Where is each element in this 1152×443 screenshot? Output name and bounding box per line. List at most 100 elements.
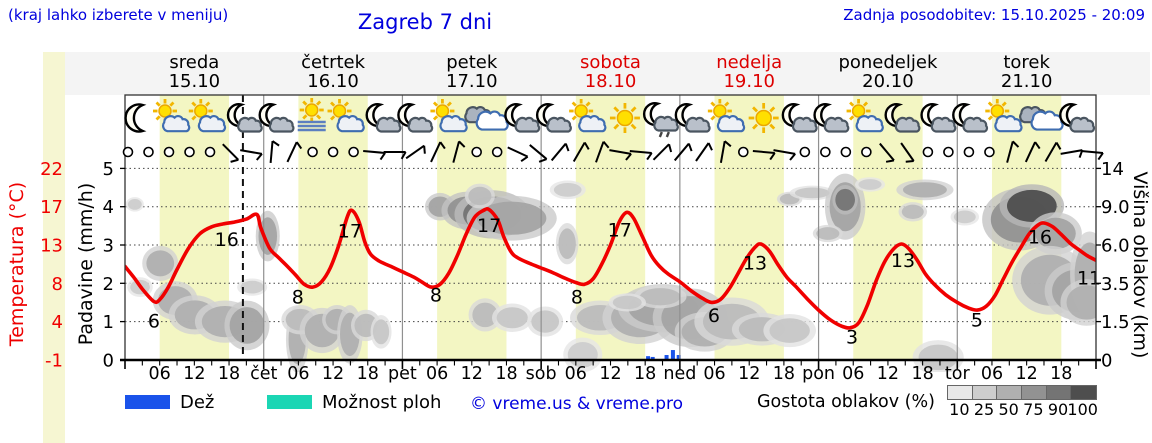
svg-text:4: 4 xyxy=(52,312,63,333)
precip-axis-title: Padavine (mm/h) xyxy=(75,182,97,346)
cloud-height-axis-title: Višina oblakov (km) xyxy=(1129,171,1151,359)
cloud-density-legend-label: Gostota oblakov (%) xyxy=(757,392,935,412)
svg-text:18: 18 xyxy=(634,364,656,384)
day-name: torek xyxy=(1003,52,1050,73)
svg-text:ned: ned xyxy=(663,364,696,384)
svg-text:06: 06 xyxy=(842,364,864,384)
svg-text:13: 13 xyxy=(891,250,915,272)
moon-icon xyxy=(124,103,147,133)
moon-cloud-icon xyxy=(920,103,957,133)
day-name: petek xyxy=(446,52,498,73)
svg-text:5: 5 xyxy=(103,159,114,180)
temp-axis-title: Temperatura (°C) xyxy=(6,181,28,347)
day-date: 17.10 xyxy=(446,71,498,92)
svg-text:06: 06 xyxy=(981,364,1003,384)
sun-cloud-icon xyxy=(985,99,1023,133)
day-name: četrtek xyxy=(301,52,366,73)
svg-text:18: 18 xyxy=(495,364,517,384)
hour-labels: 06 12 18 06 12 18 06 12 18 06 12 18 06 12 18 06 12 18 06 12… xyxy=(149,364,1073,384)
svg-text:6: 6 xyxy=(708,305,720,327)
svg-text:12: 12 xyxy=(183,364,205,384)
moon-cloud-icon xyxy=(258,103,295,133)
svg-text:8: 8 xyxy=(430,285,442,307)
density-tick-label: 90 xyxy=(1047,400,1069,419)
svg-text:13: 13 xyxy=(743,252,767,274)
svg-text:13: 13 xyxy=(40,236,63,257)
svg-text:pon: pon xyxy=(802,364,835,384)
copyright-link[interactable]: © vreme.us & vreme.pro xyxy=(470,394,684,414)
moon-cloud-icon xyxy=(504,103,541,133)
svg-text:5: 5 xyxy=(971,310,983,332)
svg-text:18: 18 xyxy=(1050,364,1072,384)
day-date: 16.10 xyxy=(307,71,359,92)
day-date: 21.10 xyxy=(1000,71,1053,92)
moon-cloud-icon xyxy=(226,103,263,133)
day-header-ponedeljek: ponedeljek 20.10 xyxy=(823,53,953,91)
axes-frame xyxy=(120,94,1101,369)
svg-text:18: 18 xyxy=(773,364,795,384)
svg-text:17: 17 xyxy=(608,220,632,242)
svg-text:06: 06 xyxy=(565,364,587,384)
moon-cloud-icon xyxy=(365,103,402,133)
density-tick-label: 10 xyxy=(949,400,970,419)
day-name: sobota xyxy=(580,52,641,73)
svg-text:3.5: 3.5 xyxy=(1101,274,1130,295)
moon-cloud-rain-icon xyxy=(643,102,679,138)
svg-text:12: 12 xyxy=(599,364,621,384)
weather-icons xyxy=(124,98,1096,138)
svg-text:06: 06 xyxy=(149,364,171,384)
svg-text:3: 3 xyxy=(846,327,858,349)
moon-cloud-icon xyxy=(952,103,989,133)
svg-text:čet: čet xyxy=(250,364,277,384)
sun-icon xyxy=(609,103,640,133)
density-swatch-90 xyxy=(1045,385,1072,400)
sun-fog-icon xyxy=(297,98,326,132)
svg-text:16: 16 xyxy=(1028,226,1052,248)
day-header-nedelja: nedelja 19.10 xyxy=(684,53,814,91)
cloud-density-scale: 10 25 50 75 90 100 xyxy=(947,385,1107,419)
location-hint: (kraj lahko izberete v meniju) xyxy=(8,6,229,24)
sun-cloud-icon xyxy=(327,99,365,133)
temperature-point-labels: 6 16 8 17 8 17 8 17 6 13 3 13 5 16 11 xyxy=(148,215,1101,349)
day-header-sobota: sobota 18.10 xyxy=(546,53,676,91)
rain-legend-label: Dež xyxy=(180,392,215,413)
day-header-sreda: sreda 15.10 xyxy=(129,53,259,91)
svg-text:17: 17 xyxy=(40,197,63,218)
svg-text:22: 22 xyxy=(40,159,63,180)
sun-cloud-icon xyxy=(188,99,227,133)
sun-cloud-icon xyxy=(430,99,468,133)
density-swatch-75 xyxy=(1021,385,1047,400)
density-tick-label: 75 xyxy=(1023,400,1044,419)
svg-text:17: 17 xyxy=(477,215,501,237)
showers-legend-swatch xyxy=(267,395,312,409)
svg-text:4: 4 xyxy=(103,197,114,218)
day-header-torek: torek 21.10 xyxy=(962,53,1092,91)
day-header-petek: petek 17.10 xyxy=(407,53,537,91)
svg-text:2: 2 xyxy=(103,274,114,295)
density-swatch-10 xyxy=(947,385,973,400)
day-name: nedelja xyxy=(716,52,783,73)
day-date: 15.10 xyxy=(168,71,221,92)
svg-text:0: 0 xyxy=(103,350,114,371)
density-tick-label: 50 xyxy=(998,400,1019,419)
svg-text:18: 18 xyxy=(911,364,933,384)
day-header-četrtek: četrtek 16.10 xyxy=(268,53,398,91)
moon-cloud-icon xyxy=(674,103,711,133)
moon-cloud-icon xyxy=(813,103,850,133)
svg-text:-1: -1 xyxy=(45,350,63,371)
svg-text:1: 1 xyxy=(103,312,114,333)
density-swatch-50 xyxy=(996,385,1022,400)
showers-legend-label: Možnost ploh xyxy=(322,392,442,413)
temperature-curve xyxy=(125,207,1096,330)
svg-text:18: 18 xyxy=(357,364,379,384)
svg-text:06: 06 xyxy=(287,364,309,384)
svg-text:6: 6 xyxy=(148,311,160,333)
svg-text:pet: pet xyxy=(388,364,417,384)
axis-tick-labels: 22 17 13 8 4 -1 5 4 3 2 1 0 14 9.0 6.0 3.5 1.5 0 xyxy=(40,159,1130,372)
last-update-timestamp: Zadnja posodobitev: 15.10.2025 - 20:09 xyxy=(843,6,1145,24)
density-tick-label: 100 xyxy=(1067,400,1098,419)
day-separators xyxy=(263,95,958,360)
svg-text:11: 11 xyxy=(1077,268,1101,290)
svg-text:16: 16 xyxy=(215,229,239,251)
